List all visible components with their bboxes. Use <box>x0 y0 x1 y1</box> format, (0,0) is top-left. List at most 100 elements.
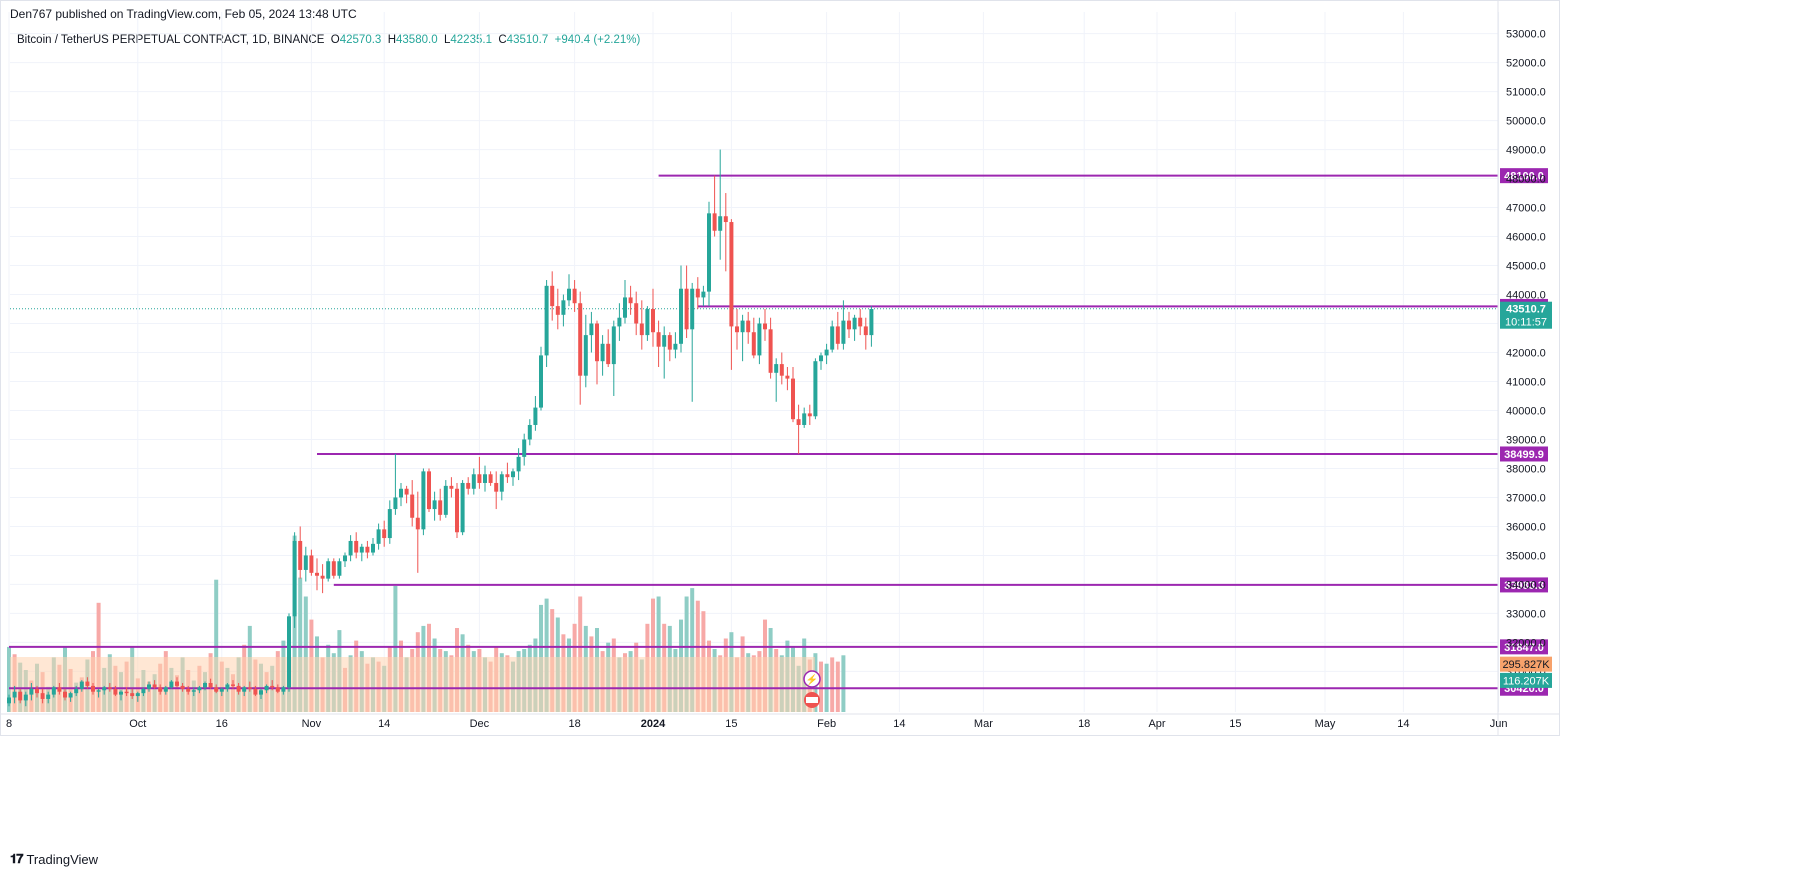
candle-body <box>113 688 118 695</box>
candle-body <box>746 320 751 333</box>
x-tick-label: Oct <box>129 718 146 730</box>
volume-bar <box>835 661 840 712</box>
y-tick-label: 46000.0 <box>1506 232 1546 244</box>
x-tick-label: Jun <box>1490 718 1508 730</box>
candle-body <box>583 335 588 376</box>
candle-body <box>119 691 123 695</box>
candle-body <box>796 419 801 425</box>
candle-body <box>779 364 784 376</box>
volume-bar <box>578 596 583 712</box>
x-tick-label: Nov <box>302 718 322 730</box>
candle-body <box>835 326 840 344</box>
candle-body <box>393 497 398 510</box>
candle-body <box>639 323 644 336</box>
candle-body <box>219 688 224 692</box>
lightning-icon <box>803 670 821 688</box>
candle-body <box>152 684 157 688</box>
open-value: 42570.3 <box>339 34 382 46</box>
volume-bar <box>690 588 695 712</box>
chart-frame <box>0 0 1560 736</box>
candle-body <box>303 555 308 570</box>
candle-body <box>337 561 342 576</box>
x-tick-label: 2024 <box>641 718 666 730</box>
candle-body <box>449 485 454 489</box>
candle-body <box>96 690 101 692</box>
candle-body <box>589 323 594 336</box>
x-tick-label: Apr <box>1148 718 1165 730</box>
level-price-tag <box>1500 446 1548 462</box>
candle-body <box>326 561 331 579</box>
x-tick-label: Feb <box>817 718 836 730</box>
candle-body <box>343 555 347 562</box>
change-value: +940.4 (+2.21%) <box>554 34 641 46</box>
candle-body <box>169 681 174 688</box>
x-tick-label: 16 <box>216 718 228 730</box>
candle-body <box>679 288 683 344</box>
candle-body <box>813 361 818 417</box>
x-tick-label: Dec <box>470 718 490 730</box>
candle-body <box>287 616 291 688</box>
candle-body <box>214 687 219 692</box>
candle-body <box>707 213 711 292</box>
candle-body <box>824 349 829 356</box>
candle-body <box>656 332 661 347</box>
candle-body <box>40 693 45 699</box>
candle-body <box>533 407 538 425</box>
countdown-label: 10:11:57 <box>1505 317 1547 329</box>
candle-body <box>158 687 163 692</box>
symbol-legend: Bitcoin / TetherUS PERPETUAL CONTRACT, 1… <box>17 34 641 46</box>
candle-body <box>180 685 185 689</box>
candle-body <box>57 687 62 692</box>
x-tick-label: 18 <box>568 718 580 730</box>
candle-body <box>455 488 459 533</box>
candle-body <box>124 691 129 694</box>
candle-body <box>399 488 403 498</box>
candle-body <box>175 681 179 686</box>
candle-body <box>852 317 857 330</box>
candle-body <box>611 326 616 365</box>
x-tick-label: 15 <box>725 718 737 730</box>
candle-body <box>147 684 151 689</box>
tradingview-footer[interactable]: 𝟏𝟕 TradingView <box>10 851 98 867</box>
y-tick-label: 41000.0 <box>1506 376 1546 388</box>
level-price-label: 31847.0 <box>1504 642 1544 654</box>
volume-tag <box>1500 672 1552 688</box>
y-tick-label: 47000.0 <box>1506 203 1546 215</box>
candle-body <box>23 694 28 701</box>
y-tick-label: 52000.0 <box>1506 58 1546 70</box>
volume-bars <box>7 535 846 712</box>
x-tick-label: 14 <box>1397 718 1409 730</box>
candle-body <box>253 688 258 695</box>
y-tick-label: 42000.0 <box>1506 348 1546 360</box>
brand-name: TradingView <box>26 851 99 867</box>
candle-body <box>578 303 583 376</box>
candle-body <box>91 685 95 692</box>
candle-body <box>841 320 846 344</box>
candle-body <box>7 697 11 704</box>
candle-body <box>309 555 314 573</box>
candle-body <box>600 343 605 362</box>
horizontal-levels[interactable]: 48100.043589.038499.933983.331847.030420… <box>9 168 1548 696</box>
volume-bar <box>656 596 661 712</box>
candle-body <box>701 291 706 298</box>
candle-body <box>85 681 90 686</box>
candle-body <box>68 693 73 698</box>
candle-body <box>572 288 577 304</box>
candle-body <box>410 494 415 518</box>
candle-body <box>292 540 297 617</box>
y-tick-label: 35000.0 <box>1506 550 1546 562</box>
candle-body <box>488 474 493 483</box>
candle-body <box>231 684 235 686</box>
candle-body <box>567 288 571 301</box>
candle-body <box>494 482 499 492</box>
candle-body <box>763 323 767 330</box>
level-price-tag <box>1500 639 1548 655</box>
candle-body <box>662 335 667 347</box>
candle-body <box>141 688 146 694</box>
candle-body <box>869 309 874 336</box>
candle-body <box>102 687 107 691</box>
candle-body <box>522 439 527 457</box>
candle-body <box>12 691 17 698</box>
candle-body <box>275 687 280 692</box>
